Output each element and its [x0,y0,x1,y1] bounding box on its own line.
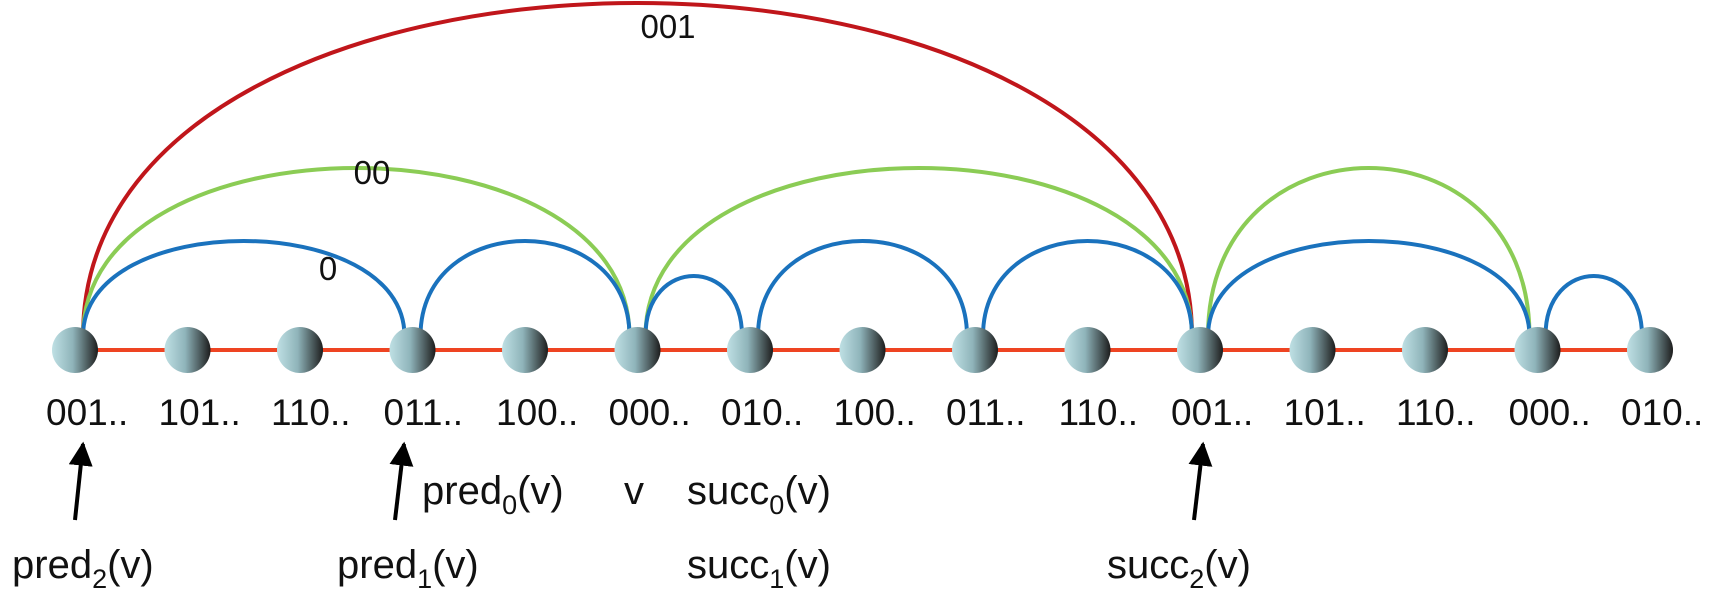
arc-level0-n0-n3 [81,239,407,337]
node-row [52,327,1673,373]
node-n0 [52,327,98,373]
annotation-pred0: pred0(v) [422,469,564,520]
node-n13 [1514,327,1561,373]
annotation-pred1: pred1(v) [337,543,479,592]
annotation-succ2: succ2(v) [1107,543,1251,592]
node-label-n8: 011.. [946,392,1026,433]
arc-level0-n10-n13 [1206,239,1532,337]
node-n7 [839,327,886,373]
arc-level0-n5-n6 [643,274,744,337]
annotation-pred2: pred2(v) [12,543,154,592]
node-n12 [1402,327,1448,373]
annotation-succ0: succ0(v) [687,469,831,520]
node-n8 [952,327,998,373]
arc-level2-n0-n10 [81,1,1194,337]
arrow-pred1 [389,441,414,521]
arc-level1-n5-n10 [643,166,1194,337]
arc-label-level1: 00 [354,154,391,191]
level-2-arcs [81,1,1194,337]
node-n6 [727,327,773,373]
level-1-arcs [81,166,1532,337]
arc-label-level0: 0 [319,250,337,287]
node-label-n7: 100.. [834,392,916,433]
level-0-arcs [81,239,1644,337]
node-label-n3: 011.. [384,392,464,433]
arc-level0-n8-n10 [981,239,1194,337]
node-label-n14: 010.. [1621,392,1703,433]
arrow-pred2 [68,441,93,521]
node-label-n4: 100.. [496,392,578,433]
node-label-n1: 101.. [159,392,241,433]
arc-level1-n10-n13 [1206,166,1532,337]
node-n4 [502,327,548,373]
arc-level0-n6-n8 [756,239,969,337]
annotation-succ1: succ1(v) [687,543,831,592]
node-n2 [277,327,323,373]
node-label-n5: 000.. [609,392,691,433]
arc-level0-n13-n14 [1543,274,1644,337]
annotation-v: v [624,469,644,513]
node-label-n11: 101.. [1284,392,1366,433]
node-n1 [164,327,211,373]
node-n11 [1289,327,1336,373]
node-label-n13: 000.. [1509,392,1591,433]
node-label-n6: 010.. [721,392,803,433]
node-label-n10: 001.. [1171,392,1253,433]
node-label-n2: 110.. [271,392,351,433]
node-label-n9: 110.. [1059,392,1139,433]
node-n5 [614,327,661,373]
node-n9 [1064,327,1111,373]
arrow-succ2 [1188,441,1213,521]
arc-level1-n0-n5 [81,166,632,337]
node-label-n0: 001.. [46,392,128,433]
node-label-n12: 110.. [1396,392,1476,433]
arc-label-level2: 001 [640,8,695,45]
node-n3 [389,327,436,373]
arc-level0-n3-n5 [418,239,632,337]
node-n14 [1627,327,1673,373]
node-n10 [1177,327,1223,373]
node-label-row: 001.. 101.. 110.. 011.. 100.. 000.. 010.. 100..… [46,392,1703,433]
